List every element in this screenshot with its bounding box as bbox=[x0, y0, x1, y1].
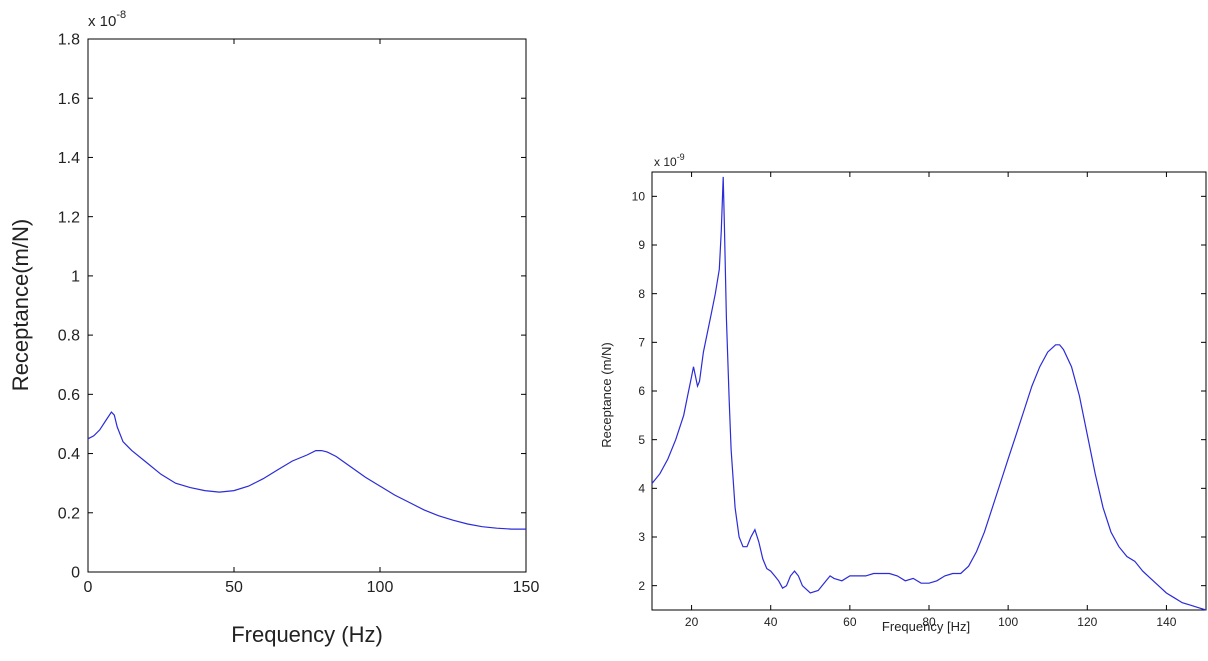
right-ticks bbox=[652, 172, 1206, 610]
right-x-tick-label: 100 bbox=[998, 615, 1018, 629]
right-y-tick-label: 4 bbox=[638, 482, 645, 496]
right-y-tick-label: 6 bbox=[638, 384, 645, 398]
right-y-tick-label: 8 bbox=[638, 287, 645, 301]
right-x-tick-label: 60 bbox=[843, 615, 857, 629]
right-y-tick-label: 10 bbox=[632, 190, 646, 204]
right-series-line bbox=[651, 176, 1207, 611]
left-plot-frame bbox=[87, 38, 527, 573]
left-y-tick-label: 1 bbox=[71, 268, 80, 285]
right-plot-frame bbox=[651, 171, 1207, 611]
left-x-tick-label: 150 bbox=[513, 579, 540, 596]
right-x-tick-label: 40 bbox=[764, 615, 778, 629]
left-x-tick-label: 0 bbox=[84, 579, 93, 596]
right-y-multiplier: x 10-9 bbox=[654, 152, 685, 169]
left-y-tick-label: 1.2 bbox=[58, 209, 80, 226]
left-y-tick-label: 0.4 bbox=[58, 446, 80, 463]
left-y-tick-label: 0 bbox=[71, 565, 80, 582]
right-chart: 20 40 60 80 100 120 140 2 3 4 5 6 7 8 9 10 x 10-9 Frequ… bbox=[599, 152, 1207, 634]
right-y-tick-label: 3 bbox=[638, 530, 645, 544]
right-x-tick-label: 140 bbox=[1156, 615, 1176, 629]
left-series-line bbox=[87, 411, 526, 530]
right-x-tick-label: 20 bbox=[685, 615, 699, 629]
left-x-tick-label: 100 bbox=[367, 579, 394, 596]
left-chart: 0 50 100 150 0 0.2 0.4 0.6 0.8 1 1.2 1.4 1.6 1.8 x 10… bbox=[8, 9, 539, 647]
left-y-tick-label: 0.8 bbox=[58, 328, 80, 345]
right-x-axis-label: Frequency [Hz] bbox=[882, 619, 970, 634]
left-y-tick-label: 0.6 bbox=[58, 387, 80, 404]
left-x-axis-label: Frequency (Hz) bbox=[231, 622, 383, 647]
right-y-tick-label: 2 bbox=[638, 579, 645, 593]
left-y-tick-label: 0.2 bbox=[58, 505, 80, 522]
right-tick-labels: 20 40 60 80 100 120 140 2 3 4 5 6 7 8 9 10 bbox=[632, 190, 1177, 629]
left-ticks bbox=[87, 38, 527, 573]
left-y-tick-label: 1.8 bbox=[58, 32, 80, 49]
left-x-tick-label: 50 bbox=[225, 579, 243, 596]
left-y-axis-label: Receptance(m/N) bbox=[8, 219, 33, 391]
right-x-tick-label: 120 bbox=[1077, 615, 1097, 629]
left-y-tick-label: 1.6 bbox=[58, 91, 80, 108]
right-y-axis-label: Receptance (m/N) bbox=[599, 342, 614, 447]
left-tick-labels: 0 50 100 150 0 0.2 0.4 0.6 0.8 1 1.2 1.4 1.6 1.8 bbox=[58, 32, 540, 596]
right-y-tick-label: 7 bbox=[638, 336, 645, 350]
right-y-tick-label: 5 bbox=[638, 433, 645, 447]
right-x-tick-label: 80 bbox=[922, 615, 936, 629]
left-y-multiplier: x 10-8 bbox=[88, 9, 126, 30]
right-y-tick-label: 9 bbox=[638, 238, 645, 252]
left-y-tick-label: 1.4 bbox=[58, 150, 80, 167]
